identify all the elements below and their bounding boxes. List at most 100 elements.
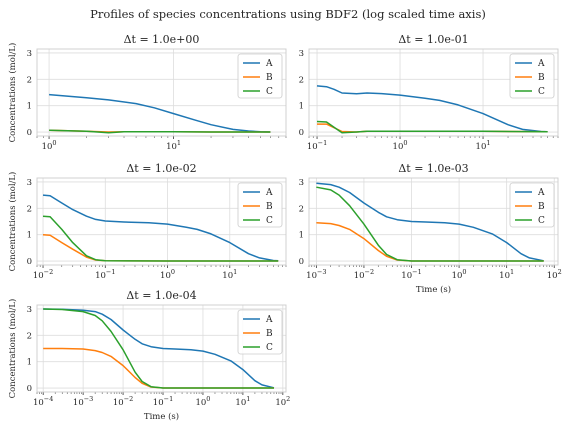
x-tick-label: 10−4 [33,395,53,408]
y-tick-label: 3 [27,178,32,188]
x-tick-label: 101 [222,268,237,281]
subplot-3: 0 1 2 3 10−2 10−1 100 101 Δt = 1.0e-02 Concentrat… [7,162,287,281]
plot-frame [36,177,287,266]
x-tick-label: 10−1 [307,139,327,152]
legend-label-C: C [538,216,545,226]
x-tick-label: 100 [42,139,57,152]
legend-box [237,309,283,355]
legend-label-A: A [265,315,273,325]
subplot-title: Δt = 1.0e-01 [398,33,468,46]
subplot-1: 0 1 2 3 100 101 Δt = 1.0e+00 Concentrations (mo… [7,33,287,152]
subplot-title: Δt = 1.0e-03 [398,162,468,175]
legend: ABC [509,53,555,99]
legend-box [509,53,555,99]
y-tick-label: 0 [27,257,32,267]
y-tick-label: 3 [27,305,32,315]
series-line-C [42,215,279,262]
series-line-C [49,129,271,134]
y-tick-label: 3 [299,178,304,188]
legend: ABC [509,182,555,228]
y-tick-label: 0 [27,384,32,394]
x-tick-label: 101 [166,139,181,152]
x-tick-label: 100 [160,268,175,281]
legend-box [509,182,555,228]
x-tick-label: 101 [235,395,250,408]
series-line-A [42,194,279,262]
y-axis-label: Concentrations (mol/L) [7,43,18,143]
legend-label-A: A [265,188,273,198]
series-line-A [49,93,271,133]
subplot-title: Δt = 1.0e+00 [124,33,200,46]
x-tick-label: 10−2 [113,395,133,408]
series-line-A [43,308,275,389]
legend-label-A: A [537,188,545,198]
y-tick-label: 3 [27,49,32,59]
series-line-C [316,186,544,262]
y-tick-label: 0 [27,128,32,138]
legend-label-A: A [537,59,545,69]
x-tick-label: 100 [393,139,408,152]
y-tick-label: 1 [27,102,32,112]
legend: ABC [237,53,283,99]
legend-label-B: B [266,202,273,212]
x-tick-label: 101 [476,139,491,152]
y-tick-label: 1 [27,231,32,241]
legend: ABC [237,182,283,228]
plot-frame [36,304,287,393]
legend-label-C: C [266,216,273,226]
legend: ABC [237,309,283,355]
x-tick-label: 100 [452,268,467,281]
legend-label-B: B [538,73,545,83]
legend-label-C: C [266,343,273,353]
plot-frame [308,48,559,137]
series-line-A [316,85,548,133]
x-tick-label: 101 [499,268,514,281]
subplot-2: 0 1 2 3 10−1 100 101 Δt = 1.0e-01 ABC [299,33,559,152]
series-line-C [316,120,548,134]
plot-frame [36,48,287,137]
subplot-5: 0 1 2 3 10−4 10−3 10−2 10−1 100 101 102 Δt = 1.0e-0… [7,289,290,422]
y-tick-label: 2 [27,331,32,341]
x-axis-label: Time (s) [416,284,451,295]
y-tick-label: 1 [299,102,304,112]
y-tick-label: 2 [27,204,32,214]
x-tick-label: 10−1 [153,395,173,408]
series-line-C [43,308,274,389]
legend-label-C: C [538,87,545,97]
legend-box [237,53,283,99]
plot-frame [308,177,559,266]
legend-label-A: A [265,59,273,69]
y-tick-label: 2 [27,75,32,85]
legend-box [237,182,283,228]
x-tick-label: 10−3 [73,395,93,408]
x-tick-label: 10−3 [306,268,326,281]
y-tick-label: 2 [299,204,304,214]
legend-label-B: B [266,329,273,339]
y-axis-label: Concentrations (mol/L) [7,172,18,272]
x-tick-label: 102 [547,268,562,281]
y-tick-label: 0 [299,257,304,267]
series-line-A [316,182,544,262]
x-tick-label: 10−1 [401,268,421,281]
subplot-4: 0 1 2 3 10−3 10−2 10−1 100 101 102 Δt = 1.0e-03 Tim… [299,162,562,295]
y-tick-label: 0 [299,128,304,138]
x-tick-label: 100 [195,395,210,408]
figure-suptitle: Profiles of species concentrations using… [90,7,486,21]
x-tick-label: 10−1 [95,268,115,281]
y-tick-label: 1 [299,231,304,241]
legend-label-B: B [538,202,545,212]
subplot-title: Δt = 1.0e-02 [126,162,196,175]
y-axis-label: Concentrations (mol/L) [7,299,18,399]
y-tick-label: 1 [27,358,32,368]
x-axis-label: Time (s) [144,411,179,422]
x-tick-label: 102 [275,395,290,408]
x-tick-label: 10−2 [354,268,374,281]
legend-label-C: C [266,87,273,97]
subplot-title: Δt = 1.0e-04 [126,289,196,302]
y-tick-label: 2 [299,75,304,85]
y-tick-label: 3 [299,49,304,59]
x-tick-label: 10−2 [33,268,53,281]
legend-label-B: B [266,73,273,83]
